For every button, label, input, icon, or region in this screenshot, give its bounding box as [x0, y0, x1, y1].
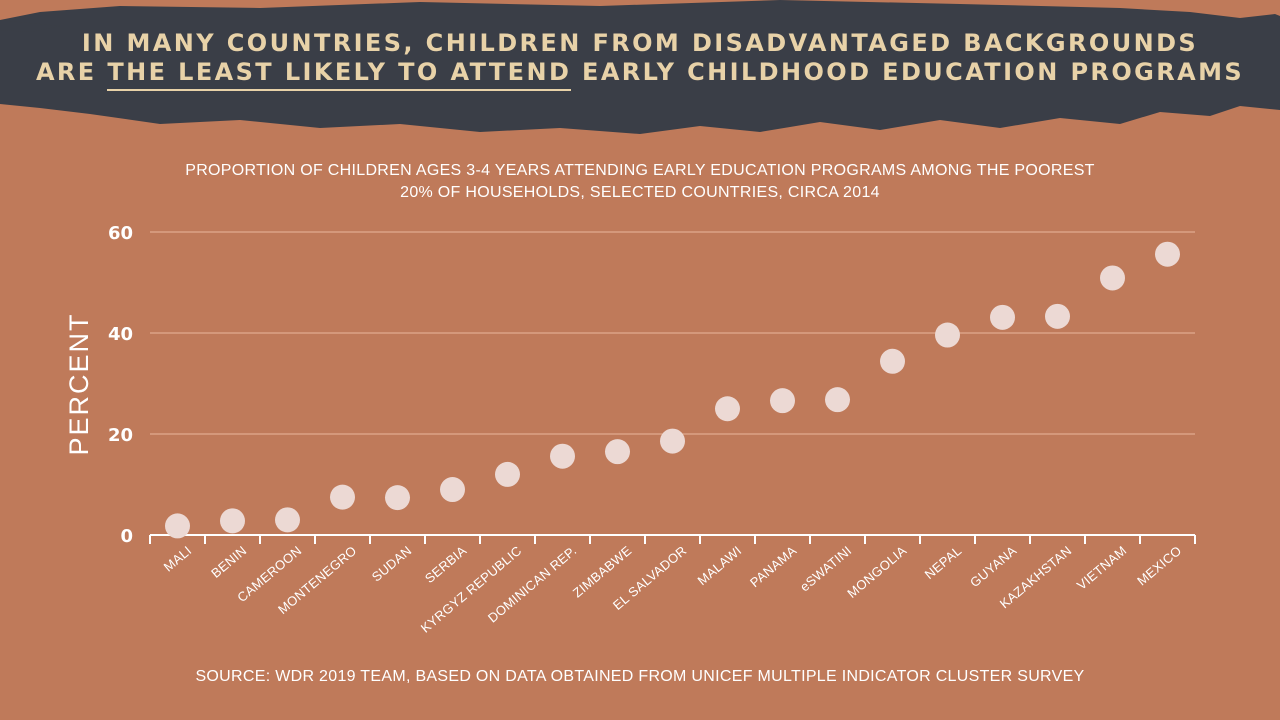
x-tick-label: SERBIA	[422, 543, 470, 586]
source-note: SOURCE: WDR 2019 TEAM, BASED ON DATA OBT…	[195, 668, 1085, 685]
data-point	[880, 348, 905, 374]
x-tick-label: MALAWI	[694, 543, 744, 588]
gridlines	[150, 231, 1195, 435]
data-point	[385, 485, 410, 511]
headline-emphasis: THE LEAST LIKELY TO ATTEND	[107, 58, 572, 91]
data-point	[770, 388, 795, 414]
headline-line-1: IN MANY COUNTRIES, CHILDREN FROM DISADVA…	[81, 29, 1199, 57]
chart-title-line-1: PROPORTION OF CHILDREN AGES 3-4 YEARS AT…	[185, 162, 1095, 179]
x-tick-label: GUYANA	[967, 543, 1019, 590]
x-tick-label: MONGOLIA	[844, 543, 909, 601]
data-points	[165, 241, 1180, 539]
data-point	[660, 428, 685, 454]
data-point	[550, 443, 575, 469]
x-tick-label: NEPAL	[922, 543, 965, 582]
data-point	[605, 439, 630, 465]
x-tick-label: BENIN	[208, 543, 249, 581]
chart-title-line-2: 20% OF HOUSEHOLDS, SELECTED COUNTRIES, C…	[400, 184, 880, 201]
data-point	[935, 322, 960, 348]
y-tick-label: 40	[108, 324, 133, 345]
data-point	[440, 477, 465, 503]
data-point	[165, 513, 190, 539]
axes	[149, 534, 1196, 544]
x-tick-label: SUDAN	[369, 543, 415, 585]
data-point	[220, 508, 245, 534]
y-tick-label: 0	[120, 526, 133, 547]
data-point	[1045, 303, 1070, 329]
x-tick-label: eSWATINI	[797, 543, 854, 595]
data-point	[1155, 241, 1180, 267]
headline-line-2-start: ARE	[35, 58, 108, 86]
x-tick-label: KYRGYZ REPUBLIC	[418, 543, 525, 636]
y-axis-label: PERCENT	[64, 312, 94, 455]
data-point	[1100, 265, 1125, 291]
data-point	[495, 461, 520, 487]
brush-stroke-edge	[0, 20, 60, 32]
data-point	[330, 484, 355, 510]
x-tick-label: MEXICO	[1134, 543, 1184, 589]
header-banner	[0, 0, 1280, 134]
headline-line-2: ARE THE LEAST LIKELY TO ATTEND EARLY CHI…	[0, 58, 1280, 91]
x-tick-label: PANAMA	[747, 543, 799, 590]
y-tick-label: 60	[108, 223, 133, 244]
y-tick-labels: 0 20 40 60	[108, 223, 133, 547]
brush-stroke-shape	[0, 0, 1280, 134]
data-point	[825, 387, 850, 413]
data-point	[990, 304, 1015, 330]
data-point	[715, 396, 740, 422]
x-tick-label: VIETNAM	[1074, 543, 1130, 593]
headline-line-2-end: EARLY CHILDHOOD EDUCATION PROGRAMS	[571, 58, 1245, 86]
y-tick-label: 20	[108, 425, 133, 446]
data-point	[275, 507, 300, 533]
x-tick-label: MALI	[161, 543, 195, 575]
